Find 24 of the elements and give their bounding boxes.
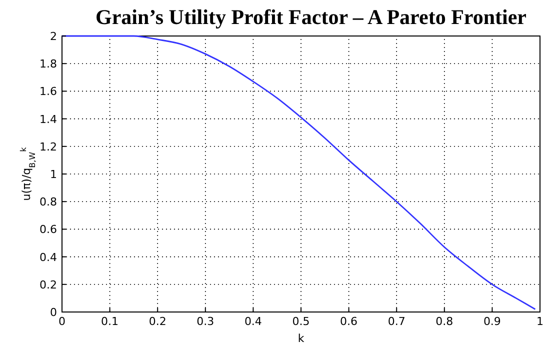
x-tick-label: 0.1 [101, 315, 119, 328]
x-tick-label: 0 [58, 315, 66, 328]
x-tick-label: 0.4 [244, 315, 262, 328]
y-tick-label: 0.8 [40, 196, 57, 209]
x-tick-label: 0.7 [388, 315, 406, 328]
y-tick-label: 1 [50, 168, 57, 181]
x-tick-label: 0.3 [196, 315, 214, 328]
x-tick-label: 1 [536, 315, 544, 328]
y-tick-label: 0.6 [40, 223, 57, 236]
x-tick-label: 0.5 [292, 315, 310, 328]
y-tick-label: 1.8 [40, 58, 57, 71]
y-tick-label: 1.2 [40, 140, 57, 154]
x-tick-label: 0.6 [340, 315, 358, 328]
y-tick-label: 0.2 [40, 278, 57, 292]
x-tick-label: 0.9 [483, 315, 501, 328]
x-tick-label: 0.2 [148, 315, 166, 328]
x-axis-title: k [298, 332, 305, 345]
y-tick-label: 0.4 [40, 250, 57, 264]
x-tick-label: 0.8 [436, 315, 454, 328]
y-tick-label: 1.4 [40, 112, 57, 126]
y-tick-label: 0 [50, 306, 57, 319]
y-tick-label: 2 [50, 30, 57, 43]
y-tick-label: 1.6 [40, 85, 57, 98]
chart-title: Grain’s Utility Profit Factor – A Pareto Frontier [96, 5, 526, 29]
